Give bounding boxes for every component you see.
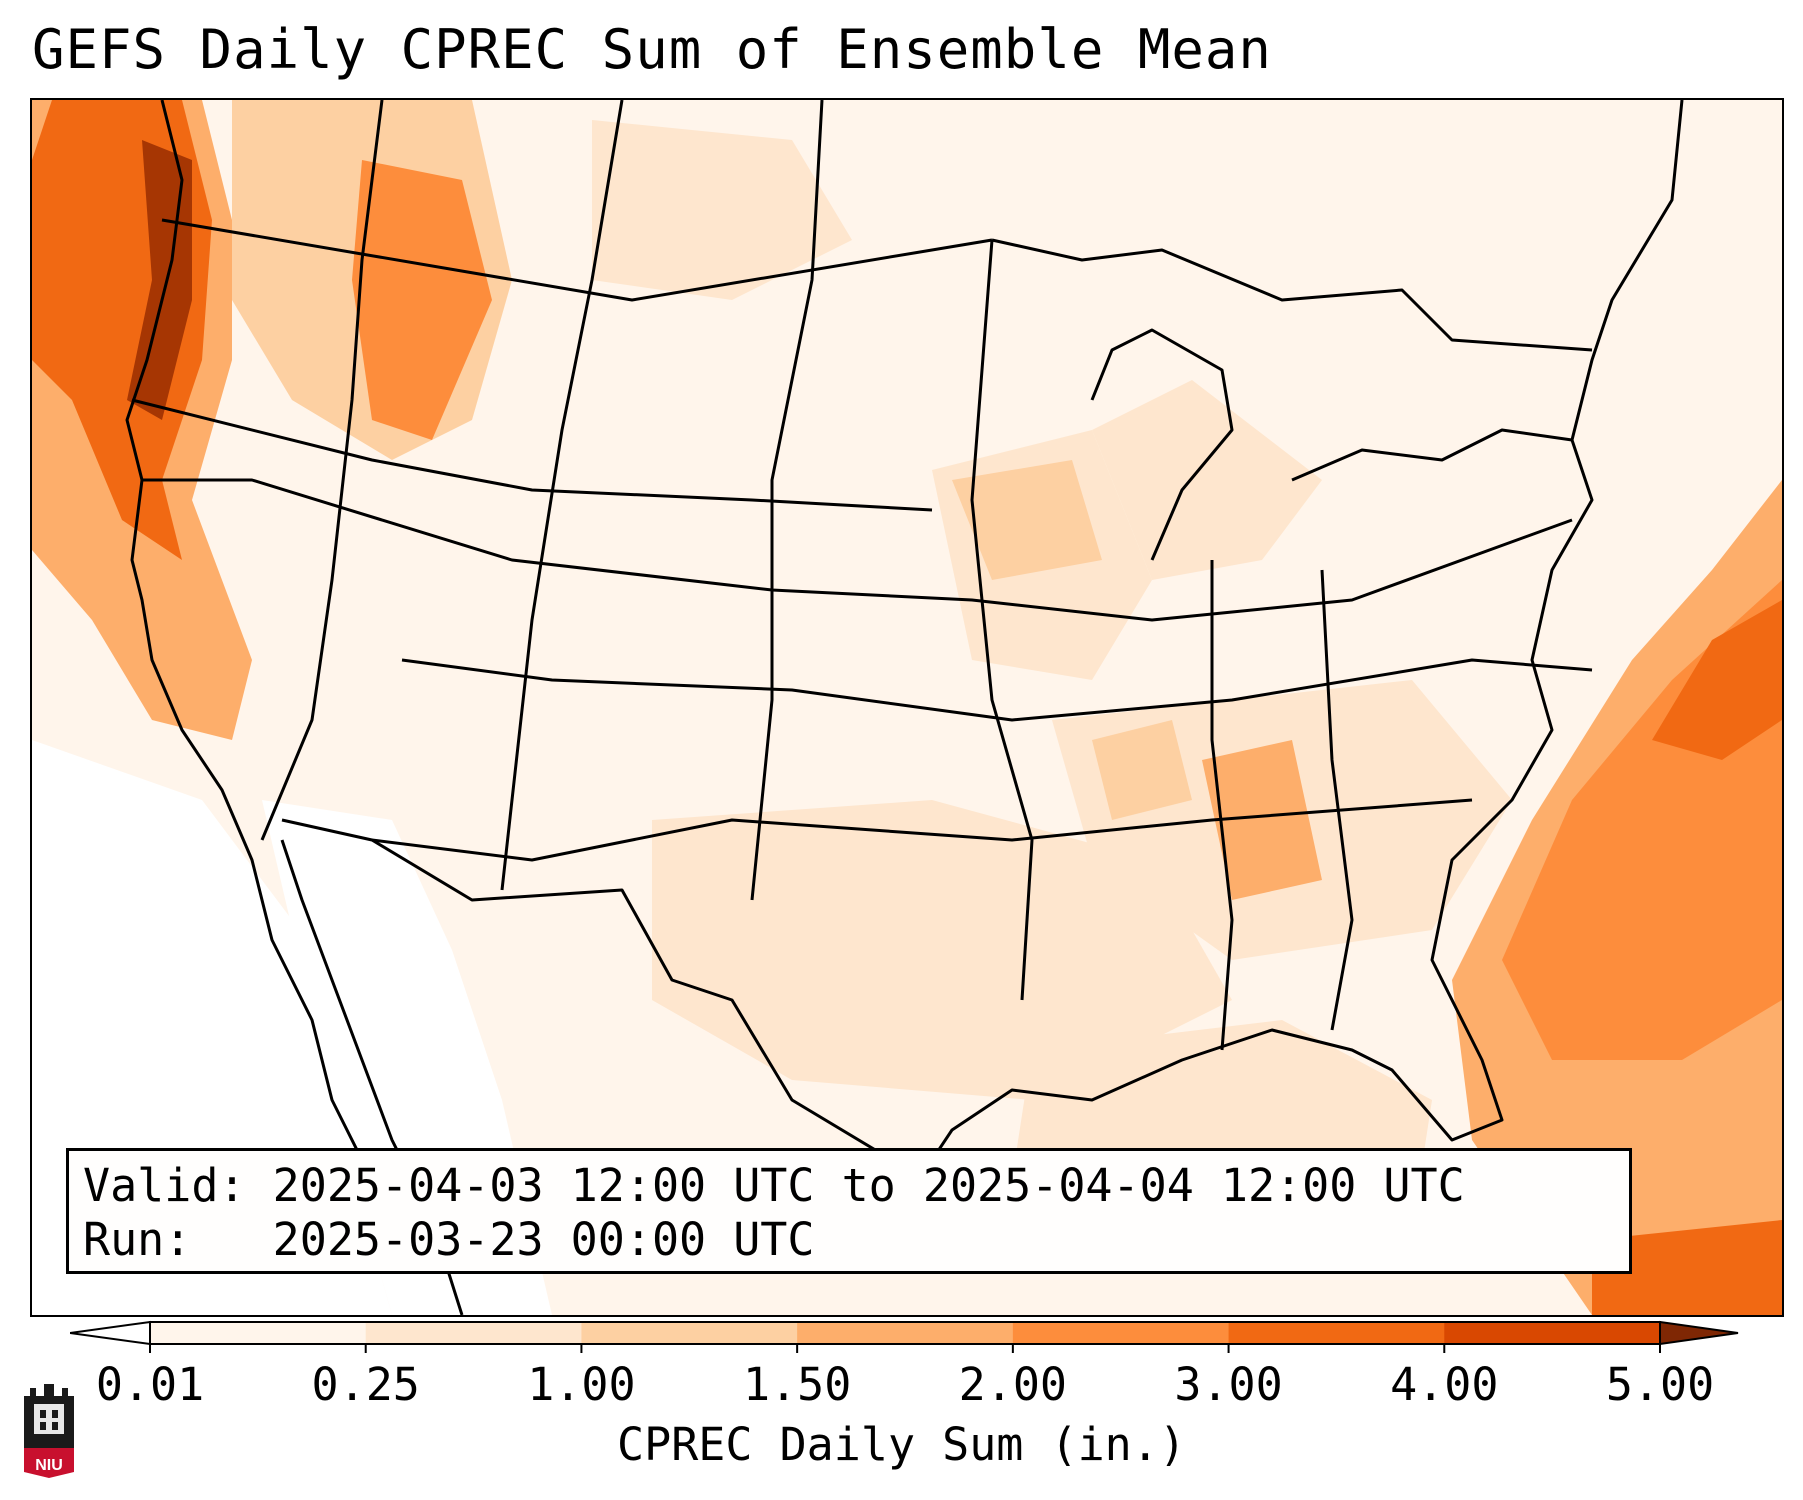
niu-castle-logo-icon: NIU — [24, 1384, 74, 1478]
run-time-line: Run: 2025-03-23 00:00 UTC — [83, 1213, 815, 1266]
colorbar-segment — [1444, 1322, 1661, 1344]
precip-area-idaho — [352, 160, 492, 440]
colorbar-ticks — [149, 1344, 1661, 1353]
west-coastline — [125, 100, 374, 1181]
colorbar-tick-label: 3.00 — [1174, 1358, 1283, 1411]
state-border-col-2 — [500, 100, 624, 891]
precip-map — [30, 98, 1784, 1317]
colorbar-tick-label: 2.00 — [958, 1358, 1068, 1411]
map-title: GEFS Daily CPREC Sum of Ensemble Mean — [32, 18, 1272, 81]
state-border-row-2 — [142, 478, 1573, 622]
colorbar-outline — [149, 1321, 1661, 1345]
east-and-gulf-coastline — [900, 100, 1684, 1241]
precip-band-atlantic-core — [1652, 600, 1782, 760]
logo-text: NIU — [35, 1457, 63, 1474]
valid-run-info-box: Valid: 2025-04-03 12:00 UTC to 2025-04-0… — [66, 1148, 1632, 1274]
colorbar-segment — [150, 1322, 367, 1344]
precip-area-caribbean — [1592, 1220, 1782, 1315]
colorbar-under-arrow — [70, 1320, 151, 1346]
state-border-row-1 — [131, 398, 933, 512]
mexico-border — [281, 818, 893, 1162]
precip-patch-tennessee — [1092, 720, 1192, 820]
colorbar-tick-label: 0.25 — [311, 1358, 420, 1411]
state-border-col-6 — [1320, 569, 1354, 1031]
colorbar-tick-label: 0.01 — [95, 1358, 205, 1411]
canada-border-west — [161, 218, 993, 302]
colorbar-over-arrow — [1659, 1320, 1739, 1346]
colorbar-segment — [1228, 1322, 1445, 1344]
map-canvas — [32, 100, 1782, 1315]
precip-patch-alabama — [1202, 740, 1322, 900]
precip-patch-montana — [592, 120, 852, 300]
state-border-col-1 — [260, 100, 384, 841]
great-lakes-erie-ontario — [1291, 428, 1573, 482]
colorbar-segment — [797, 1322, 1014, 1344]
colorbar-label: CPREC Daily Sum (in.) — [617, 1418, 1186, 1471]
colorbar-segments — [70, 1320, 1739, 1346]
state-border-col-3 — [750, 100, 824, 901]
coastline-and-borders — [125, 100, 1684, 1315]
colorbar-tick-label: 1.50 — [742, 1358, 852, 1411]
valid-time-line: Valid: 2025-04-03 12:00 UTC to 2025-04-0… — [83, 1159, 1465, 1212]
great-lakes-michigan — [1090, 328, 1234, 561]
colorbar-tick-label: 4.00 — [1390, 1358, 1499, 1411]
state-border-col-5 — [1210, 560, 1234, 1051]
state-border-row-3 — [401, 658, 1593, 722]
canada-border-east — [991, 238, 1593, 352]
precip-patch-greatlakes — [1092, 380, 1322, 580]
colorbar-segment — [1012, 1322, 1230, 1344]
state-border-col-4 — [970, 239, 1034, 1001]
precip-patch-texas — [652, 800, 1232, 1100]
precip-band-pacific-core — [127, 140, 192, 420]
colorbar-segment — [365, 1322, 582, 1344]
colorbar — [70, 1320, 1739, 1353]
precip-patch-iowa — [952, 460, 1102, 580]
colorbar-tick-label: 1.00 — [527, 1358, 636, 1411]
colorbar-segment — [581, 1322, 798, 1344]
colorbar-tick-label: 5.00 — [1605, 1358, 1715, 1411]
